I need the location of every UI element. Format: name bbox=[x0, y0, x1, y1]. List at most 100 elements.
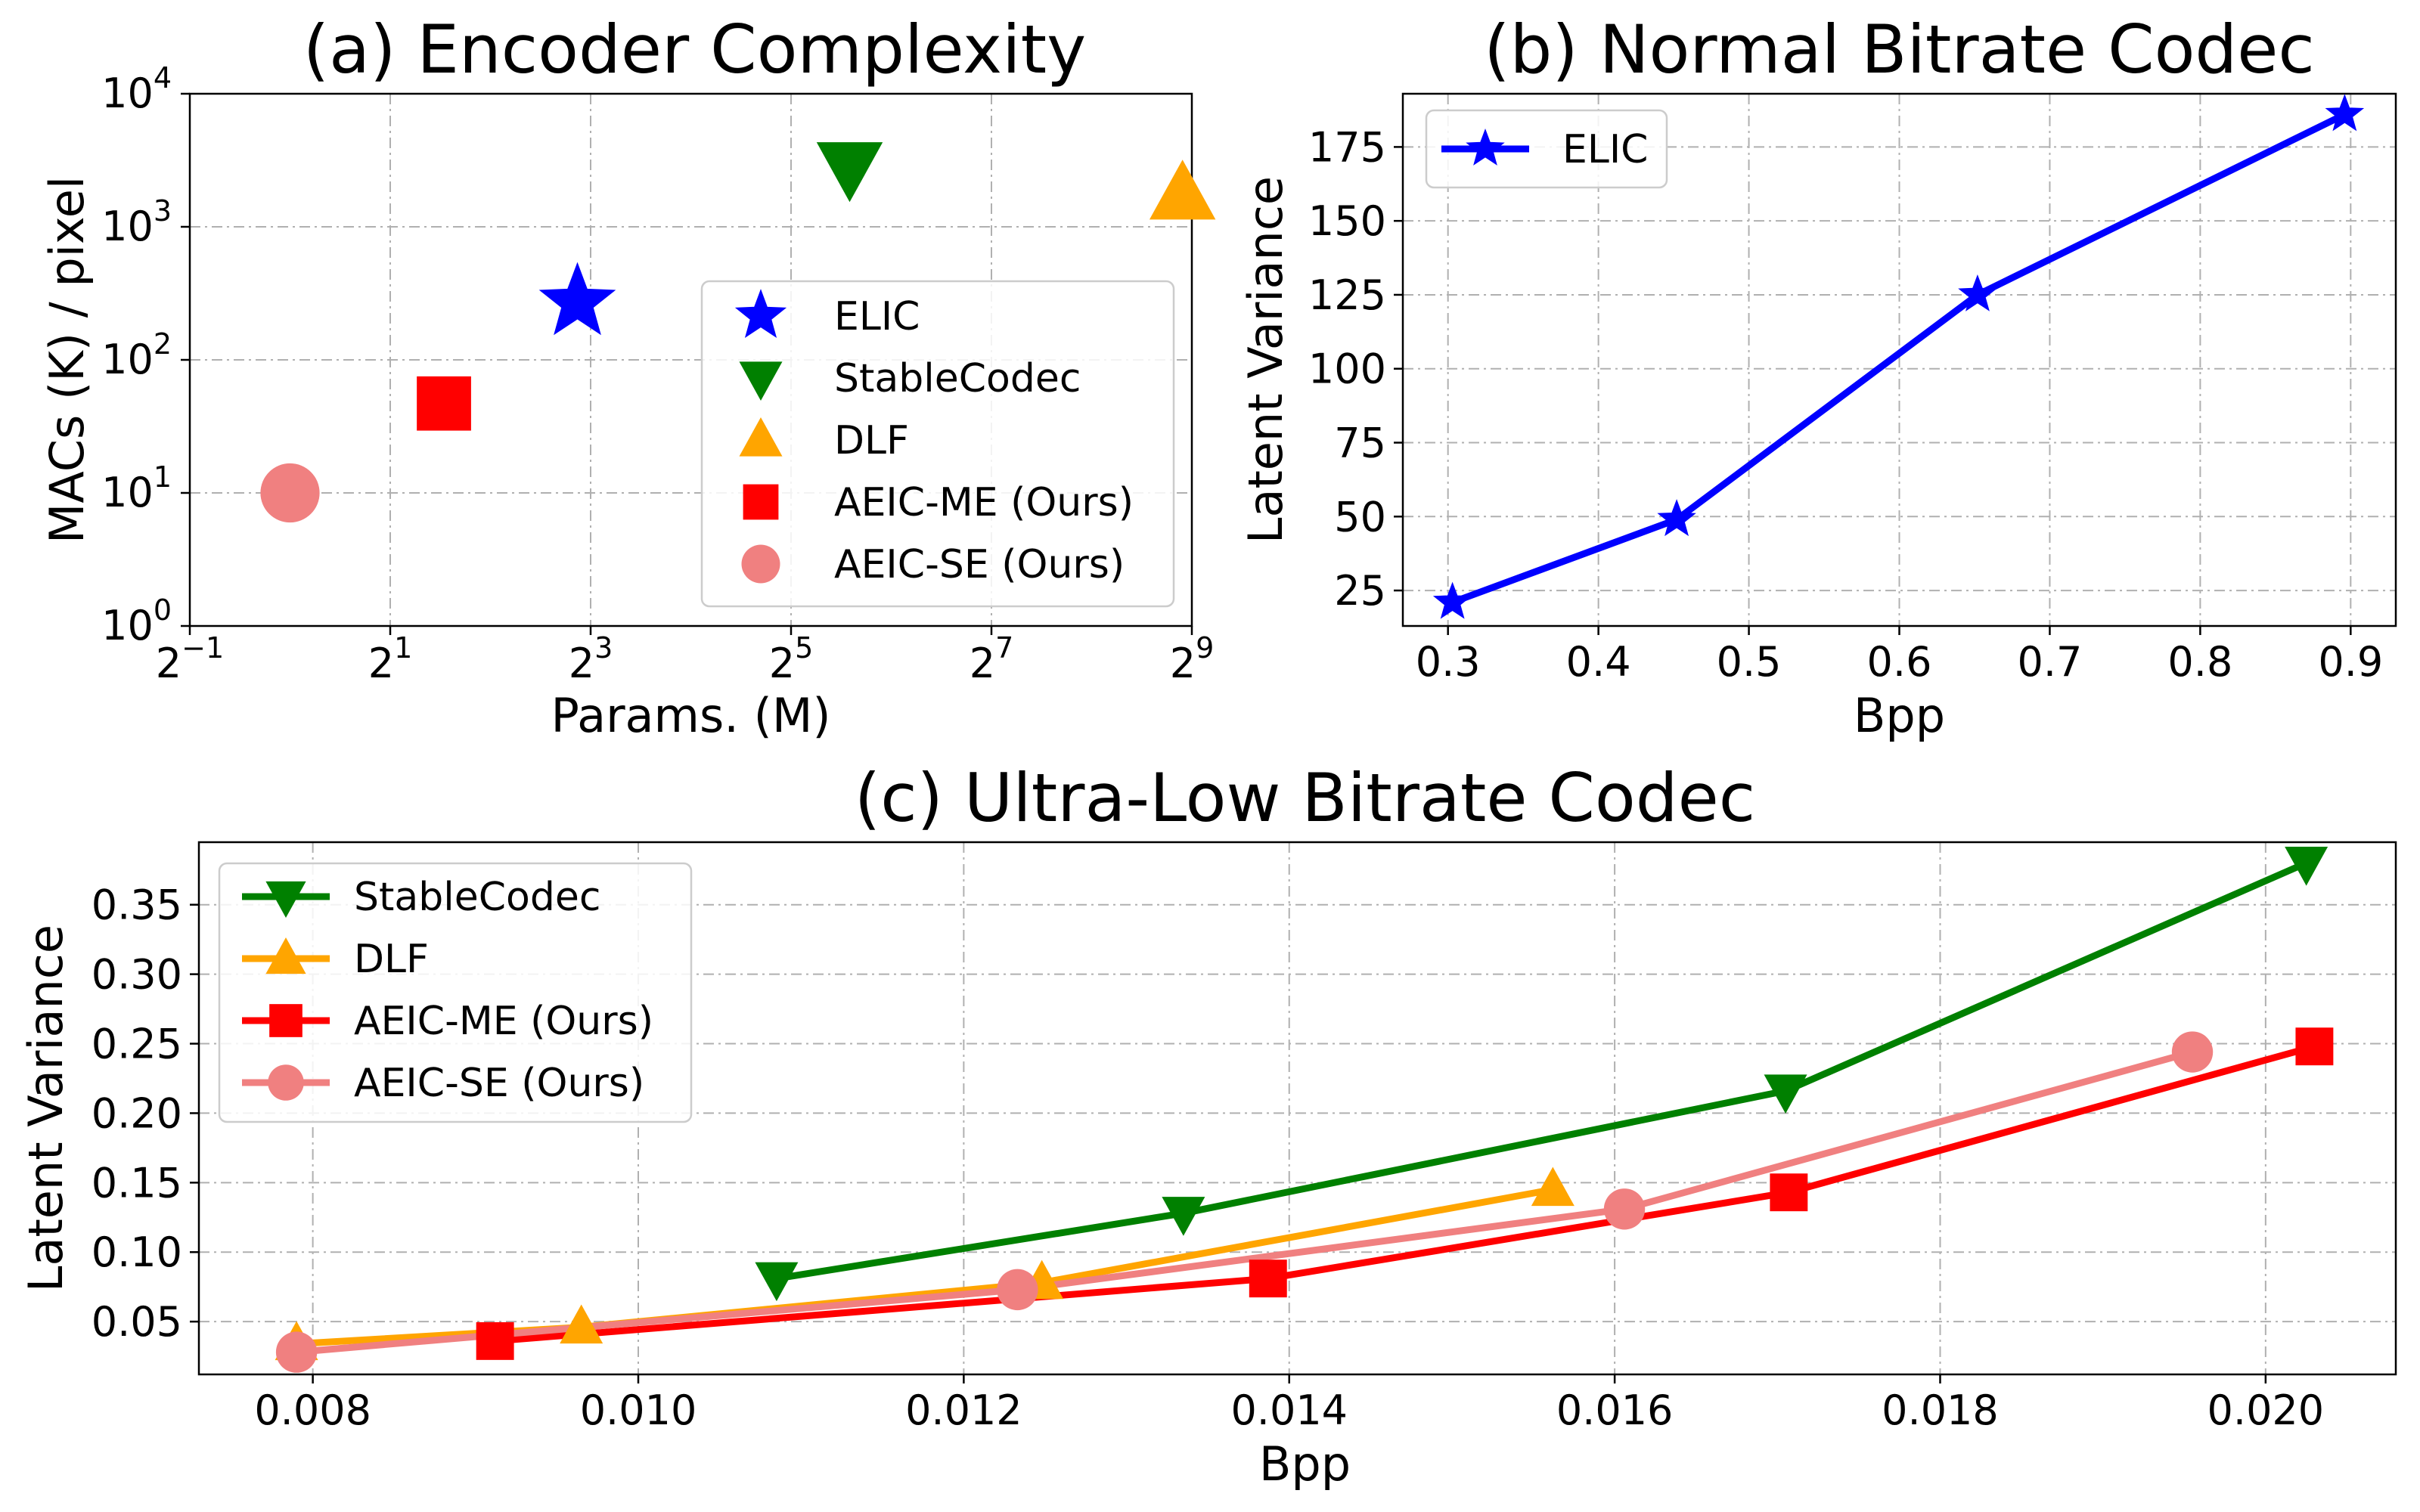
x-axis-label: Bpp bbox=[1259, 1436, 1351, 1492]
legend-item-aeic-se-ours: AEIC-SE (Ours) bbox=[741, 542, 1125, 587]
legend-item-dlf: DLF bbox=[242, 937, 429, 982]
legend-label: AEIC-SE (Ours) bbox=[834, 542, 1125, 587]
x-tick-label: 29 bbox=[1170, 631, 1215, 687]
data-point-dlf bbox=[1149, 160, 1216, 220]
data-point-stablecodec bbox=[1764, 1074, 1807, 1114]
y-tick-label: 0.30 bbox=[92, 951, 182, 999]
x-tick-label: 23 bbox=[569, 631, 613, 687]
legend-item-elic: ELIC bbox=[734, 289, 920, 339]
data-point-elic bbox=[2325, 94, 2365, 132]
y-tick-label: 0.20 bbox=[92, 1089, 182, 1137]
legend: ELIC StableCodec DLF AEIC-ME (Ours) AEIC-SE … bbox=[700, 280, 1175, 608]
legend-label: StableCodec bbox=[834, 356, 1081, 401]
y-axis-label: Latent Variance bbox=[1238, 176, 1293, 544]
legend-box bbox=[1425, 109, 1668, 189]
y-tick-label: 102 bbox=[101, 327, 172, 383]
y-tick-label: 0.15 bbox=[92, 1159, 182, 1207]
data-point-aeic-me-ours bbox=[417, 376, 471, 431]
legend-label: ELIC bbox=[1562, 127, 1648, 172]
x-tick-label: 0.6 bbox=[1867, 638, 1932, 686]
plot-frame bbox=[197, 841, 2397, 1376]
x-tick-label: 2−1 bbox=[156, 631, 224, 687]
x-axis-label: Bpp bbox=[1854, 688, 1945, 743]
y-tick-label: 0.25 bbox=[92, 1021, 182, 1068]
legend-label: DLF bbox=[834, 418, 909, 463]
chart-title: (a) Encoder Complexity bbox=[303, 11, 1086, 88]
data-point-elic bbox=[1958, 274, 1997, 311]
y-tick-label: 100 bbox=[101, 593, 172, 649]
data-point-stablecodec bbox=[816, 142, 883, 203]
x-tick-label: 0.016 bbox=[1556, 1387, 1674, 1434]
legend-label: AEIC-ME (Ours) bbox=[834, 480, 1134, 525]
x-tick-label: 0.018 bbox=[1882, 1387, 1999, 1434]
data-point-stablecodec bbox=[755, 1262, 799, 1302]
series-line-elic bbox=[1451, 111, 2347, 606]
data-point-aeic-se-ours bbox=[997, 1269, 1038, 1311]
series-line-dlf bbox=[296, 1186, 1554, 1348]
y-tick-label: 0.10 bbox=[92, 1228, 182, 1276]
data-point-aeic-se-ours bbox=[2171, 1031, 2214, 1073]
legend-marker-square bbox=[269, 1004, 302, 1037]
data-point-dlf bbox=[1531, 1167, 1575, 1207]
chart-title: (b) Normal Bitrate Codec bbox=[1484, 11, 2315, 88]
x-tick-label: 0.7 bbox=[2017, 638, 2082, 686]
legend-label: AEIC-ME (Ours) bbox=[354, 999, 653, 1044]
y-tick-label: 50 bbox=[1334, 493, 1386, 541]
y-tick-label: 75 bbox=[1334, 420, 1386, 467]
data-point-elic bbox=[1657, 499, 1696, 537]
x-tick-label: 0.020 bbox=[2207, 1387, 2325, 1434]
series-line-aeic-me-ours bbox=[495, 1043, 2316, 1345]
legend-marker-triangle-up bbox=[739, 417, 783, 457]
y-axis-label: MACs (K) / pixel bbox=[39, 176, 95, 544]
y-tick-label: 104 bbox=[101, 61, 172, 117]
legend-marker-star bbox=[734, 289, 787, 339]
data-point-aeic-me-ours bbox=[1770, 1173, 1808, 1212]
legend-item-stablecodec: StableCodec bbox=[739, 356, 1081, 401]
legend-marker-triangle-down bbox=[739, 361, 783, 401]
x-tick-label: 0.012 bbox=[905, 1387, 1022, 1434]
legend-item-aeic-se-ours: AEIC-SE (Ours) bbox=[242, 1061, 644, 1106]
x-axis-label: Params. (M) bbox=[551, 688, 830, 743]
data-point-elic bbox=[538, 262, 616, 336]
x-tick-label: 0.3 bbox=[1416, 638, 1481, 686]
legend-marker-triangle-down bbox=[265, 881, 306, 918]
y-tick-label: 175 bbox=[1308, 123, 1386, 171]
legend-marker-circle bbox=[741, 544, 780, 584]
legend-item-stablecodec: StableCodec bbox=[242, 875, 600, 920]
legend-marker-star bbox=[1466, 128, 1505, 166]
y-tick-label: 103 bbox=[101, 194, 172, 250]
chart-ultra-low-bitrate: 0.008 0.010 0.012 0.014 0.016 0.018 0.020 0.05 0… bbox=[18, 759, 2397, 1492]
y-tick-label: 0.35 bbox=[92, 881, 182, 929]
x-tick-label: 21 bbox=[368, 631, 413, 687]
legend-box bbox=[218, 862, 693, 1123]
legend-label: DLF bbox=[354, 937, 429, 982]
x-tick-label: 0.4 bbox=[1566, 638, 1631, 686]
chart-encoder-complexity: 2−1 21 23 25 27 29 100 101 102 103 104 (a) Encoder … bbox=[39, 11, 1216, 743]
data-point-aeic-me-ours bbox=[476, 1321, 514, 1360]
data-point-elic bbox=[1432, 581, 1472, 619]
legend-marker-square bbox=[743, 484, 779, 520]
data-point-stablecodec bbox=[2285, 846, 2328, 886]
legend: ELIC bbox=[1425, 109, 1668, 189]
chart-normal-bitrate: 0.3 0.4 0.5 0.6 0.7 0.8 0.9 25 50 75 100 125 150 175 (… bbox=[1238, 11, 2397, 743]
y-tick-label: 125 bbox=[1308, 271, 1386, 319]
chart-title: (c) Ultra-Low Bitrate Codec bbox=[855, 759, 1755, 837]
data-point-aeic-se-ours bbox=[260, 463, 320, 523]
y-tick-label: 101 bbox=[101, 460, 172, 516]
legend-item-aeic-me-ours: AEIC-ME (Ours) bbox=[242, 999, 653, 1044]
data-point-aeic-se-ours bbox=[1603, 1188, 1646, 1230]
legend-marker-triangle-up bbox=[265, 937, 306, 974]
data-point-stablecodec bbox=[1162, 1197, 1205, 1236]
y-tick-label: 100 bbox=[1308, 345, 1386, 393]
data-point-dlf bbox=[560, 1304, 603, 1344]
data-point-aeic-se-ours bbox=[275, 1331, 318, 1373]
y-tick-label: 0.05 bbox=[92, 1298, 182, 1346]
x-tick-label: 0.014 bbox=[1230, 1387, 1348, 1434]
y-tick-label: 150 bbox=[1308, 197, 1386, 245]
legend-box bbox=[700, 280, 1175, 608]
x-tick-label: 0.008 bbox=[254, 1387, 371, 1434]
legend: StableCodec DLF AEIC-ME (Ours) AEIC-SE (Our… bbox=[218, 862, 693, 1123]
y-axis-label: Latent Variance bbox=[18, 925, 73, 1292]
legend-item-aeic-me-ours: AEIC-ME (Ours) bbox=[743, 480, 1134, 525]
